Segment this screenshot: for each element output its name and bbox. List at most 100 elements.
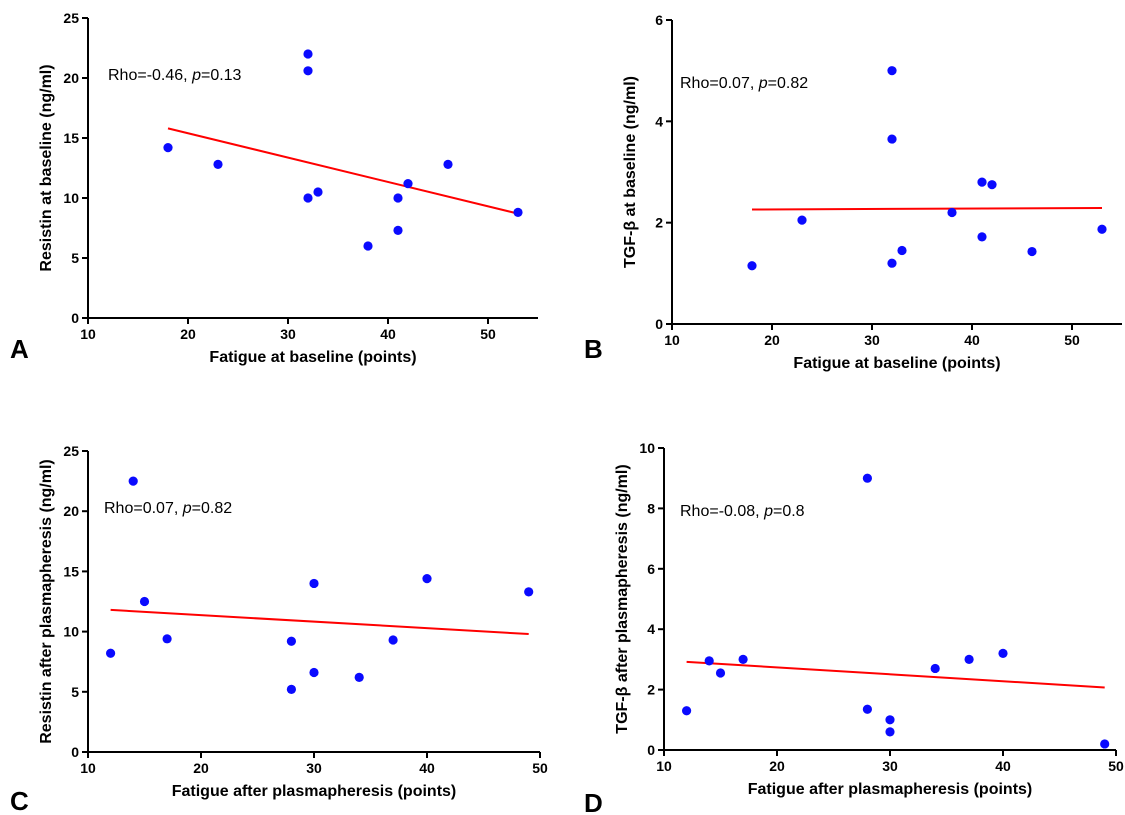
x-tick-label: 10	[656, 758, 672, 774]
x-tick-label: 40	[419, 760, 435, 776]
panel-b: B 10 20 30 40 50 0 2 4 6 Fatigue at baseline (poi…	[584, 12, 1122, 372]
correlation-annotation: Rho=0.07, p=0.82	[680, 75, 808, 92]
data-point	[128, 476, 138, 486]
data-point	[286, 636, 296, 646]
data-point	[682, 706, 692, 716]
data-point	[162, 634, 172, 644]
data-point	[964, 654, 974, 665]
y-tick-label: 4	[647, 621, 655, 637]
x-tick-label: 30	[864, 332, 880, 348]
x-tick-label: 40	[964, 332, 980, 348]
data-point	[363, 241, 373, 251]
x-axis-label: Fatigue after plasmapheresis (points)	[748, 781, 1033, 798]
y-tick-label: 0	[655, 316, 663, 332]
data-point	[303, 66, 313, 76]
y-tick-label: 20	[63, 503, 79, 519]
panel-d: D 10 20 30 40 50 0 2 4 6 8 10 Fatigue after plasmap…	[584, 440, 1124, 815]
data-point	[947, 207, 957, 218]
data-point	[443, 159, 453, 169]
regression-line	[686, 660, 1105, 689]
x-tick-label: 40	[380, 326, 396, 342]
data-point	[887, 134, 897, 144]
x-tick-label: 20	[180, 326, 196, 342]
correlation-annotation: Rho=-0.08, p=0.8	[680, 503, 805, 520]
panel-letter: C	[10, 786, 29, 815]
data-point	[885, 727, 895, 737]
x-tick-label: 50	[1064, 332, 1080, 348]
data-point	[885, 715, 895, 725]
x-tick-label: 10	[664, 332, 680, 348]
data-point	[139, 596, 150, 607]
data-point	[286, 684, 296, 694]
data-point	[213, 159, 223, 169]
x-tick-label: 40	[995, 758, 1011, 774]
y-axis-label: Resistin at baseline (ng/ml)	[38, 64, 55, 271]
y-tick-label: 0	[647, 742, 655, 758]
x-tick-label: 50	[480, 326, 496, 342]
regression-line	[751, 206, 1103, 211]
x-tick-label: 30	[882, 758, 898, 774]
y-tick-label: 25	[63, 443, 79, 459]
data-point	[704, 656, 714, 666]
x-tick-label: 20	[769, 758, 785, 774]
x-tick-label: 10	[80, 760, 96, 776]
y-tick-label: 0	[71, 744, 79, 760]
y-tick-label: 8	[647, 500, 655, 516]
data-point	[998, 648, 1008, 658]
y-tick-label: 10	[63, 190, 79, 206]
x-tick-label: 10	[80, 326, 96, 342]
panel-letter: D	[584, 788, 603, 815]
data-point	[887, 258, 897, 268]
y-axis-label: TGF-β at baseline (ng/ml)	[622, 76, 639, 268]
y-tick-label: 15	[63, 130, 79, 146]
data-point	[987, 180, 997, 190]
y-tick-label: 6	[655, 12, 663, 28]
y-tick-label: 20	[63, 70, 79, 86]
panel-a: A 10 20 30 40 50 0 5 10 15 20 25 Fatigue at baselin…	[10, 10, 538, 366]
data-point	[163, 143, 173, 153]
data-point	[393, 193, 403, 203]
x-tick-label: 30	[306, 760, 322, 776]
panel-letter: A	[10, 334, 29, 364]
x-tick-label: 20	[193, 760, 209, 776]
y-tick-label: 25	[63, 10, 79, 26]
data-point	[309, 578, 319, 589]
regression-line	[110, 608, 529, 636]
data-point	[862, 473, 873, 483]
data-point	[977, 232, 987, 242]
y-tick-label: 5	[71, 250, 79, 266]
correlation-annotation: Rho=-0.46, p=0.13	[108, 67, 242, 84]
data-point	[1100, 739, 1110, 749]
y-tick-label: 2	[647, 682, 655, 698]
data-point	[388, 635, 398, 645]
x-axis-label: Fatigue after plasmapheresis (points)	[172, 783, 457, 800]
regression-line	[167, 127, 519, 215]
data-point	[354, 672, 364, 682]
y-axis-label: TGF-β after plasmapheresis (ng/ml)	[614, 464, 631, 733]
data-point	[303, 49, 313, 59]
y-tick-label: 4	[655, 113, 663, 129]
data-point	[106, 648, 116, 658]
data-point	[738, 654, 748, 665]
data-point	[862, 704, 873, 714]
y-tick-label: 0	[71, 310, 79, 326]
data-point	[977, 177, 987, 187]
data-point	[715, 668, 726, 678]
x-tick-label: 50	[532, 760, 548, 776]
data-point	[797, 215, 807, 225]
y-tick-label: 10	[639, 440, 655, 456]
y-tick-label: 15	[63, 563, 79, 579]
data-point	[887, 66, 897, 76]
x-axis-label: Fatigue at baseline (points)	[209, 349, 416, 366]
x-tick-label: 20	[764, 332, 780, 348]
data-point	[897, 245, 907, 256]
data-point	[524, 587, 534, 597]
y-tick-label: 6	[647, 561, 655, 577]
x-axis-label: Fatigue at baseline (points)	[793, 355, 1000, 372]
data-point	[393, 225, 403, 235]
data-point	[309, 667, 319, 678]
y-tick-label: 5	[71, 684, 79, 700]
y-tick-label: 2	[655, 215, 663, 231]
data-point	[422, 574, 432, 584]
